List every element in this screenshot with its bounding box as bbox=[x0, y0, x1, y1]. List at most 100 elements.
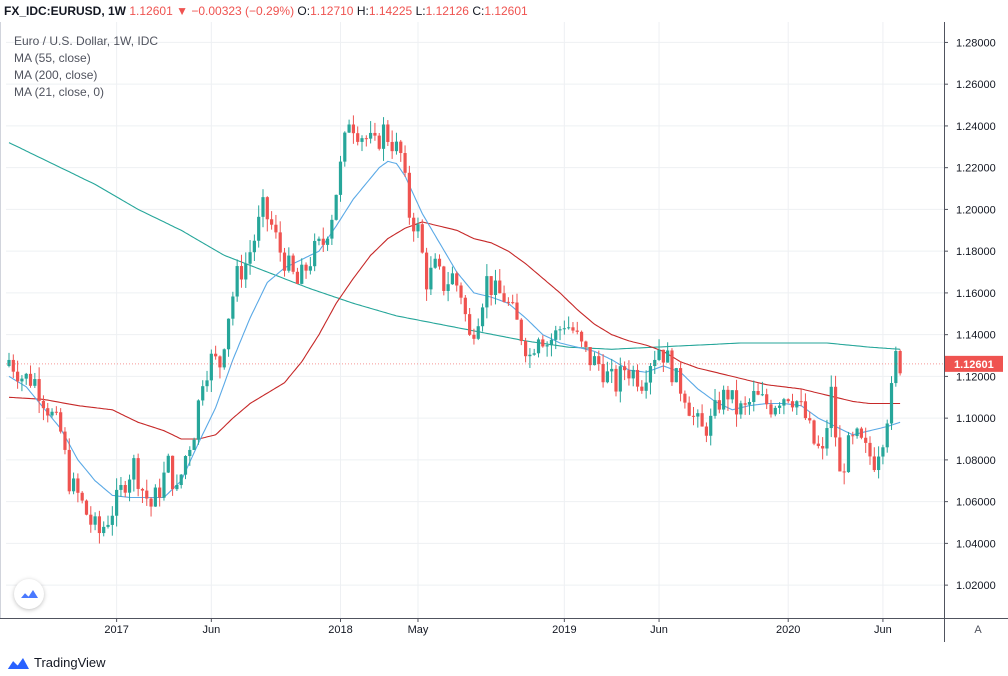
tradingview-brand-icon bbox=[6, 658, 29, 670]
x-tick-label: 2019 bbox=[552, 624, 576, 636]
candle-body bbox=[46, 408, 50, 416]
candles-group bbox=[7, 115, 902, 544]
candle-body bbox=[808, 418, 812, 421]
candle-body bbox=[179, 474, 183, 486]
auto-scale-button[interactable]: A bbox=[974, 624, 982, 636]
candle-body bbox=[885, 423, 889, 448]
candle-body bbox=[140, 488, 145, 491]
candle-body bbox=[790, 401, 795, 408]
y-tick-label: 1.04000 bbox=[956, 538, 996, 550]
candle-body bbox=[433, 258, 437, 268]
candle-body bbox=[20, 378, 24, 382]
last-price-tag bbox=[945, 355, 1003, 372]
candle-body bbox=[872, 456, 876, 471]
candle-body bbox=[235, 266, 239, 297]
x-tick-label: Jun bbox=[874, 624, 892, 636]
x-tick-label: Jun bbox=[650, 624, 668, 636]
candle-body bbox=[678, 368, 683, 394]
candle-body bbox=[41, 400, 46, 409]
candle-body bbox=[894, 351, 898, 384]
candle-body bbox=[67, 449, 71, 492]
candle-body bbox=[175, 485, 179, 490]
candle-body bbox=[670, 350, 674, 383]
candle-body bbox=[364, 138, 368, 140]
candle-body bbox=[437, 258, 442, 267]
candle-body bbox=[760, 394, 764, 396]
candle-body bbox=[7, 359, 11, 366]
symbol-info-bar: FX_IDC:EURUSD, 1W 1.12601 ▼ −0.00323 (−0… bbox=[0, 0, 1008, 22]
candle-body bbox=[666, 350, 670, 363]
candle-body bbox=[463, 297, 467, 315]
price-chart[interactable]: 1.28000 1.26000 1.24000 1.22000 1.20000 1.180… bbox=[0, 22, 1008, 642]
candle-body bbox=[369, 132, 373, 139]
symbol-title[interactable]: FX_IDC:EURUSD, 1W bbox=[4, 4, 127, 18]
candle-body bbox=[321, 238, 325, 245]
candle-body bbox=[360, 138, 364, 142]
candle-body bbox=[588, 347, 592, 366]
x-axis-labels[interactable]: 2017 Jun 2018 May 2019 Jun 2020 Jun bbox=[104, 618, 892, 636]
candle-body bbox=[407, 172, 411, 218]
candle-body bbox=[330, 219, 334, 239]
candle-body bbox=[420, 224, 424, 253]
candle-body bbox=[278, 232, 282, 253]
close-value: 1.12601 bbox=[484, 4, 528, 18]
candle-body bbox=[386, 124, 390, 142]
candle-body bbox=[28, 373, 33, 386]
y-tick-label: 1.12000 bbox=[956, 371, 996, 383]
y-tick-label: 1.14000 bbox=[956, 330, 996, 342]
candle-body bbox=[493, 280, 498, 295]
chart-legend: Euro / U.S. Dollar, 1W, IDC MA (55, clos… bbox=[14, 33, 158, 101]
y-tick-label: 1.08000 bbox=[956, 455, 996, 467]
ma21-line-group bbox=[8, 160, 901, 499]
legend-ma200[interactable]: MA (200, close) bbox=[14, 68, 98, 82]
footer-brand[interactable]: TradingView bbox=[6, 652, 106, 674]
y-tick-label: 1.24000 bbox=[956, 121, 996, 133]
y-axis-labels[interactable]: 1.28000 1.26000 1.24000 1.22000 1.20000 1.180… bbox=[944, 37, 996, 592]
candle-body bbox=[450, 273, 455, 285]
legend-ma21[interactable]: MA (21, close, 0) bbox=[14, 85, 105, 99]
last-price: 1.12601 bbox=[129, 4, 173, 18]
candle-body bbox=[485, 276, 489, 308]
candle-body bbox=[765, 394, 769, 405]
legend-title[interactable]: Euro / U.S. Dollar, 1W, IDC bbox=[14, 34, 159, 48]
candle-body bbox=[709, 415, 713, 436]
price-change: −0.00323 (−0.29%) bbox=[191, 4, 295, 18]
legend-ma55[interactable]: MA (55, close) bbox=[14, 51, 91, 65]
candle-body bbox=[59, 412, 63, 432]
candle-body bbox=[24, 373, 28, 379]
candle-body bbox=[123, 485, 127, 493]
high-value: 1.14225 bbox=[368, 4, 413, 18]
candle-body bbox=[338, 161, 343, 195]
candle-body bbox=[325, 238, 330, 245]
candle-body bbox=[528, 354, 532, 357]
candle-body bbox=[683, 393, 687, 403]
candle-body bbox=[446, 284, 450, 291]
high-label: H: bbox=[356, 4, 369, 18]
ma55-line bbox=[8, 221, 901, 440]
candle-body bbox=[743, 403, 747, 405]
candle-body bbox=[76, 478, 80, 493]
candle-body bbox=[158, 487, 162, 498]
candle-body bbox=[226, 318, 231, 350]
tradingview-corner-logo[interactable] bbox=[14, 579, 44, 609]
candle-body bbox=[132, 458, 136, 480]
candle-body bbox=[261, 197, 265, 217]
candle-body bbox=[381, 124, 386, 149]
candle-body bbox=[295, 271, 300, 284]
candle-body bbox=[343, 132, 347, 162]
candle-body bbox=[205, 380, 209, 387]
candle-body bbox=[851, 435, 855, 437]
candle-body bbox=[16, 371, 20, 382]
x-tick-label: May bbox=[408, 624, 429, 636]
candle-body bbox=[825, 428, 829, 449]
candle-body bbox=[239, 266, 244, 280]
candle-body bbox=[231, 296, 235, 319]
candle-body bbox=[287, 255, 291, 271]
candle-body bbox=[756, 391, 760, 395]
candle-body bbox=[192, 439, 196, 450]
candle-body bbox=[816, 443, 820, 447]
candle-body bbox=[308, 266, 312, 271]
candle-body bbox=[726, 389, 730, 400]
candle-body bbox=[33, 379, 37, 386]
candle-body bbox=[519, 319, 523, 342]
